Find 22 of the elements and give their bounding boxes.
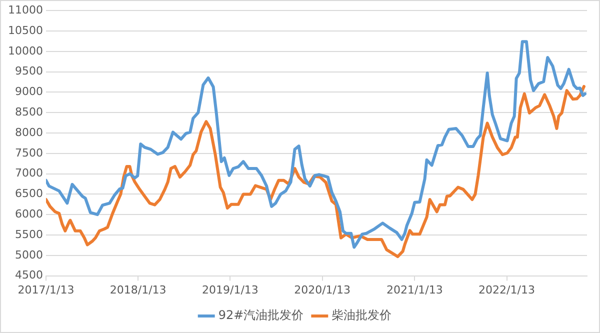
y-tick-label: 6500	[14, 187, 43, 200]
x-tick-label: 2017/1/13	[18, 283, 74, 296]
y-tick-label: 9500	[14, 64, 43, 78]
y-tick-label: 4500	[14, 268, 43, 282]
legend-label: 柴油批发价	[332, 308, 392, 322]
legend-label: 92#汽油批发价	[218, 308, 304, 322]
x-tick-label: 2020/1/13	[294, 283, 351, 296]
y-tick-label: 10500	[8, 24, 43, 37]
y-tick-label: 8500	[14, 105, 43, 118]
x-tick-label: 2021/1/13	[386, 283, 443, 296]
y-tick-label: 10000	[8, 44, 43, 58]
y-tick-label: 8000	[14, 126, 43, 139]
y-tick-label: 9000	[14, 85, 43, 98]
y-tick-label: 5000	[14, 248, 43, 262]
x-tick-label: 2018/1/13	[110, 283, 166, 296]
x-tick-label: 2022/1/13	[478, 283, 535, 296]
x-tick-label: 2019/1/13	[202, 283, 258, 296]
y-tick-label: 7000	[14, 166, 43, 180]
y-tick-label: 11000	[8, 3, 43, 16]
y-tick-label: 6000	[14, 207, 43, 220]
y-tick-label: 5500	[14, 228, 43, 241]
y-tick-label: 7500	[14, 146, 43, 160]
